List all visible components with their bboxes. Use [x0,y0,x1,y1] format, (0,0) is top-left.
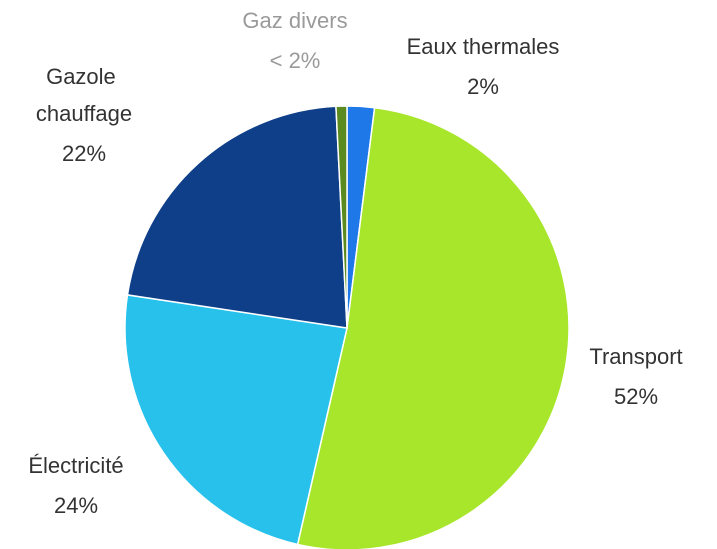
slice-label: Gaz divers [242,8,347,33]
slice-label: Eaux thermales [407,34,560,59]
value-label: < 2% [270,48,321,73]
value-label: 24% [54,493,98,518]
value-label: 2% [467,74,499,99]
value-label: 22% [62,141,106,166]
slice-label: Électricité [28,453,123,478]
pie-slice [126,105,348,329]
pie-slice [124,294,348,546]
value-label: 52% [614,384,658,409]
pie-slice [296,106,570,549]
pie-slice [335,105,348,329]
slice-label: Transport [589,344,682,369]
slice-label: Gazole chauffage [36,64,132,126]
